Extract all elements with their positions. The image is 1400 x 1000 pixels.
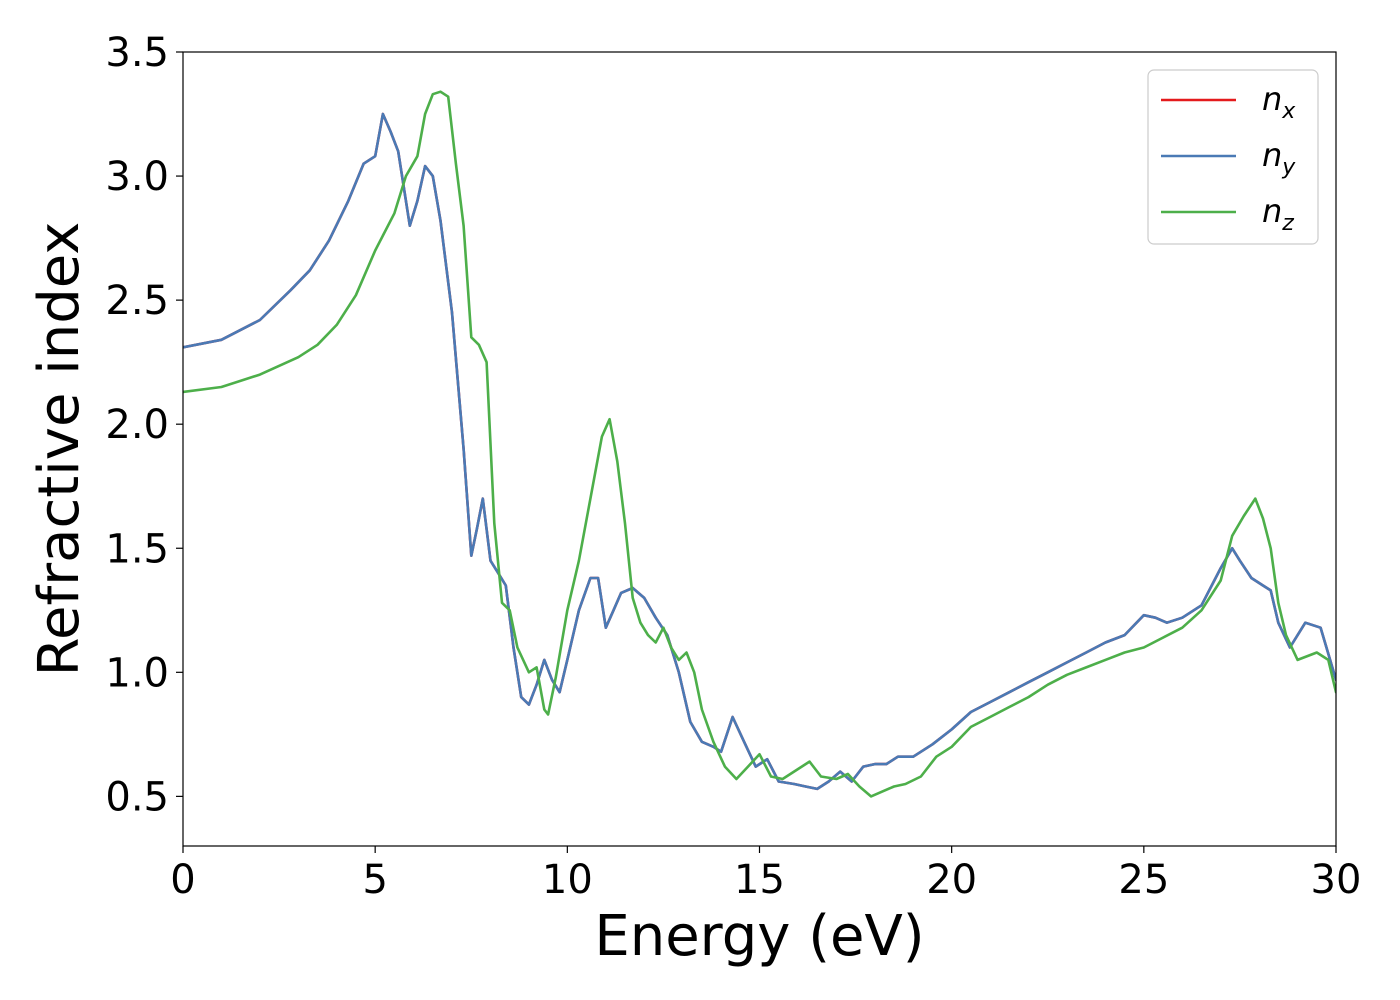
legend-label-base: n bbox=[1262, 136, 1282, 174]
y-axis-ticks: 0.5 1.0 1.5 2.0 2.5 3.0 3.5 bbox=[105, 30, 183, 820]
legend-label-base: n bbox=[1262, 192, 1282, 230]
x-axis-ticks: 0 5 10 15 20 25 30 bbox=[170, 846, 1361, 903]
legend-label-nx: nx bbox=[1262, 80, 1296, 124]
legend-label-subscript: x bbox=[1281, 99, 1296, 124]
y-tick-label: 3.5 bbox=[105, 30, 169, 76]
legend-label-ny: ny bbox=[1262, 136, 1296, 180]
series-layer bbox=[183, 90, 1336, 798]
legend-label-base: n bbox=[1262, 80, 1282, 118]
series-line-ny bbox=[183, 112, 1336, 791]
y-tick-label: 0.5 bbox=[105, 774, 169, 820]
y-tick-label: 1.0 bbox=[105, 650, 169, 696]
y-tick-label: 2.5 bbox=[105, 278, 169, 324]
y-tick-label: 1.5 bbox=[105, 526, 169, 572]
legend-label-subscript: y bbox=[1281, 155, 1296, 180]
x-tick-label: 30 bbox=[1311, 857, 1362, 903]
x-axis-label: Energy (eV) bbox=[594, 904, 924, 969]
legend-label-subscript: z bbox=[1281, 211, 1294, 236]
y-tick-label: 2.0 bbox=[105, 402, 169, 448]
x-tick-label: 20 bbox=[926, 857, 977, 903]
x-tick-label: 10 bbox=[542, 857, 593, 903]
x-tick-label: 0 bbox=[170, 857, 195, 903]
x-tick-label: 5 bbox=[362, 857, 387, 903]
legend-label-nz: nz bbox=[1262, 192, 1294, 236]
x-tick-label: 25 bbox=[1118, 857, 1169, 903]
y-axis-label: Refractive index bbox=[27, 222, 92, 677]
series-line-nz bbox=[183, 90, 1336, 798]
y-tick-label: 3.0 bbox=[105, 154, 169, 200]
x-tick-label: 15 bbox=[734, 857, 785, 903]
